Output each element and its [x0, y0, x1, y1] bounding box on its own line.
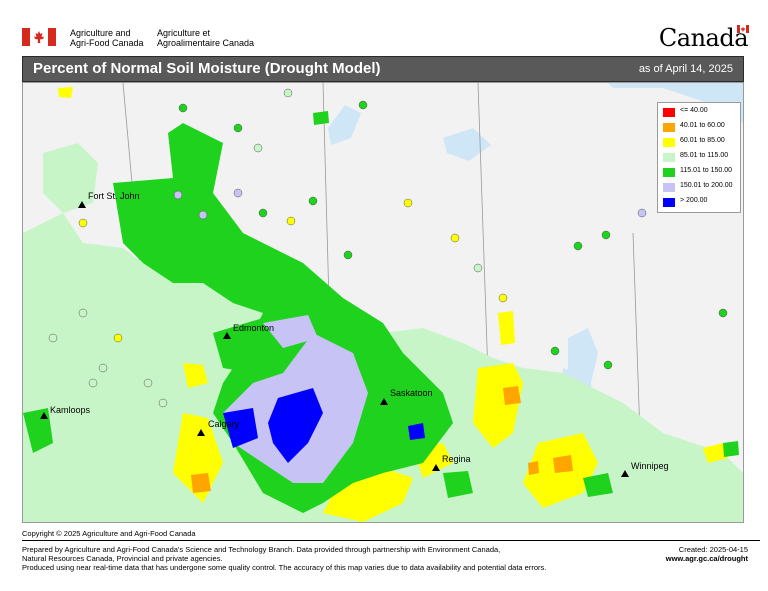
legend-item: > 200.00	[661, 195, 737, 210]
soil-moisture-wet	[23, 111, 739, 513]
legend-swatch	[663, 168, 675, 177]
footer-accuracy-note: Produced using near real-time data that …	[22, 563, 547, 572]
legend-swatch	[663, 108, 675, 117]
city-marker-icon	[40, 412, 48, 419]
as-of-date: as of April 14, 2025	[638, 63, 733, 75]
canada-flag-icon	[22, 28, 56, 46]
footer-prepared-by: Prepared by Agriculture and Agri-Food Ca…	[22, 545, 501, 554]
city-marker-icon	[223, 332, 231, 339]
legend-label: > 200.00	[680, 197, 708, 204]
soil-moisture-extremely-wet	[223, 388, 425, 463]
government-header: Agriculture and Agri-Food Canada Agricul…	[16, 22, 752, 52]
wordmark-flag-icon	[737, 25, 749, 33]
department-name-english: Agriculture and Agri-Food Canada	[70, 28, 144, 48]
copyright-notice: Copyright © 2025 Agriculture and Agri-Fo…	[22, 529, 196, 538]
legend-swatch	[663, 123, 675, 132]
legend-swatch	[663, 198, 675, 207]
city-label-regina: Regina	[442, 454, 471, 464]
drought-website-link[interactable]: www.agr.gc.ca/drought	[665, 554, 748, 563]
map-title-bar: Percent of Normal Soil Moisture (Drought…	[22, 56, 744, 82]
legend-label: 150.01 to 200.00	[680, 182, 733, 189]
city-label-fort-st-john: Fort St. John	[88, 191, 140, 201]
legend-label: <= 40.00	[680, 107, 708, 114]
map-canvas: <= 40.00 40.01 to 60.00 60.01 to 85.00 8…	[23, 83, 743, 522]
legend-item: 115.01 to 150.00	[661, 165, 737, 180]
city-label-edmonton: Edmonton	[233, 323, 275, 333]
legend-swatch	[663, 138, 675, 147]
station-dots	[48, 88, 728, 408]
city-marker-icon	[197, 429, 205, 436]
map-title: Percent of Normal Soil Moisture (Drought…	[33, 60, 381, 77]
legend-item: 150.01 to 200.00	[661, 180, 737, 195]
legend-label: 115.01 to 150.00	[680, 167, 733, 174]
city-marker-icon	[432, 464, 440, 471]
legend-swatch	[663, 153, 675, 162]
legend-label: 40.01 to 60.00	[680, 122, 725, 129]
city-label-kamloops: Kamloops	[50, 405, 91, 415]
city-marker-icon	[380, 398, 388, 405]
legend-swatch	[663, 183, 675, 192]
footer-data-partners: Natural Resources Canada, Provincial and…	[22, 554, 223, 563]
legend-label: 60.01 to 85.00	[680, 137, 725, 144]
canada-wordmark: Canada	[658, 24, 749, 52]
map-legend: <= 40.00 40.01 to 60.00 60.01 to 85.00 8…	[657, 102, 741, 213]
city-label-saskatoon: Saskatoon	[390, 388, 433, 398]
legend-item: 40.01 to 60.00	[661, 120, 737, 135]
created-date: Created: 2025-04-15	[678, 545, 748, 554]
soil-moisture-map[interactable]: <= 40.00 40.01 to 60.00 60.01 to 85.00 8…	[22, 82, 744, 523]
legend-label: 85.01 to 115.00	[680, 152, 729, 159]
city-label-winnipeg: Winnipeg	[631, 461, 669, 471]
legend-item: 60.01 to 85.00	[661, 135, 737, 150]
city-marker-icon	[621, 470, 629, 477]
city-marker-icon	[78, 201, 86, 208]
legend-item: <= 40.00	[661, 105, 737, 120]
department-name-french: Agriculture et Agroalimentaire Canada	[157, 28, 255, 48]
footer-divider	[22, 540, 760, 541]
legend-item: 85.01 to 115.00	[661, 150, 737, 165]
soil-moisture-very-dry	[191, 386, 573, 493]
city-label-calgary: Calgary	[208, 419, 240, 429]
